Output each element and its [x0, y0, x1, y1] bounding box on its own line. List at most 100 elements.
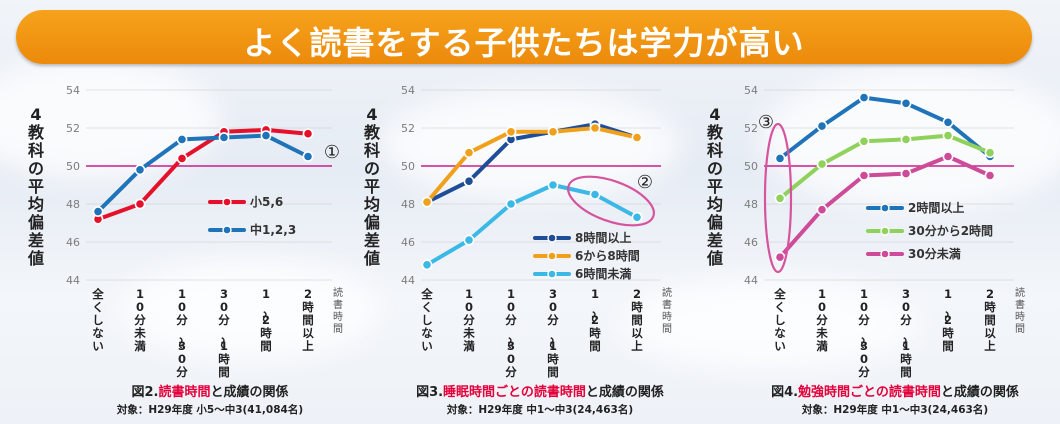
legend-marker	[547, 233, 557, 243]
x-tick-label: 1 0 分未満	[133, 287, 146, 353]
series-line-1	[778, 133, 992, 201]
chart3-caption: 図4.勉強時間ごとの読書時間と成績の関係	[735, 381, 1055, 400]
y-tick-label: 48	[744, 198, 758, 211]
legend-marker	[880, 249, 890, 259]
title-banner: よく読書をする子供たちは学力が高い	[16, 10, 1032, 64]
series-line-2	[778, 154, 992, 260]
highlight-ellipse	[567, 175, 655, 227]
chart2-caption-highlight: 睡眠時間ごとの読書時間	[443, 385, 586, 400]
data-point	[421, 196, 433, 208]
data-point	[816, 158, 828, 170]
y-tick-label: 44	[401, 274, 415, 287]
data-point	[774, 192, 786, 204]
data-point	[463, 147, 475, 159]
chart1-plot: 44 46 48 50 52 54 全くしない 1 0 分未満 1 0 分〜3 0 分 3 0 分〜1 時間 1 〜2 時…	[66, 84, 343, 379]
legend-label: 2時間以上	[908, 200, 964, 215]
legend-label: 8時間以上	[575, 230, 631, 245]
data-point	[984, 170, 996, 181]
legend-marker	[880, 203, 890, 213]
data-point	[900, 134, 912, 145]
data-point	[302, 128, 314, 140]
data-point	[302, 151, 314, 162]
x-tick-label: 2 時間以上	[984, 287, 996, 353]
data-point	[631, 132, 643, 143]
y-tick-label: 54	[66, 84, 80, 97]
y-tick-label: 52	[66, 122, 80, 135]
legend-label: 30分未満	[908, 246, 961, 261]
annotation-marker: ①	[324, 142, 340, 163]
y-tick-label: 54	[744, 84, 758, 97]
legend-marker	[880, 226, 890, 236]
data-point	[134, 198, 146, 210]
data-point	[774, 153, 786, 164]
x-tick-label: 2 時間以上	[631, 287, 643, 353]
x-tick-label: 1 0 分未満	[815, 287, 828, 353]
y-tick-label: 54	[401, 84, 415, 97]
data-point	[858, 135, 870, 147]
data-point	[631, 211, 643, 223]
y-tick-label: 50	[66, 160, 80, 173]
y-tick-label: 46	[744, 236, 758, 249]
data-point	[589, 122, 601, 134]
data-point	[816, 120, 828, 132]
x-axis-label: 読書時間	[333, 286, 343, 335]
chart3-y-axis-label: 4教科の平均偏差値	[706, 105, 723, 268]
data-point	[858, 92, 870, 103]
chart1-caption-suffix: と成績の関係	[210, 385, 289, 400]
chart2-y-axis-label: 4教科の平均偏差値	[363, 105, 380, 268]
y-tick-label: 46	[66, 236, 80, 249]
data-point	[92, 206, 104, 217]
data-point	[942, 151, 954, 162]
page-title: よく読書をする子供たちは学力が高い	[243, 24, 805, 62]
series-line-1	[425, 126, 639, 205]
y-tick-label: 48	[66, 198, 80, 211]
legend-label: 6時間未満	[575, 266, 631, 281]
y-tick-label: 44	[66, 274, 80, 287]
data-point	[589, 189, 601, 200]
x-tick-label: 1 〜2 時間	[257, 287, 272, 353]
chart3-plot: 44 46 48 50 52 54 全くしない 1 0 分未満 1 0 分〜3 0 分 3 0 分〜1 時間 1 〜2 時…	[744, 84, 1025, 379]
data-point	[421, 259, 433, 271]
chart2-caption-prefix: 図3.	[416, 385, 444, 400]
x-axis-label: 読書時間	[662, 286, 672, 335]
chart1-subcaption: 対象：H29年度 小5〜中3(41,084名)	[116, 404, 304, 416]
data-point	[218, 132, 230, 143]
y-tick-label: 48	[401, 198, 415, 211]
annotation-marker: ③	[758, 112, 774, 133]
legend-marker	[222, 225, 232, 235]
data-point	[505, 198, 517, 210]
data-point	[463, 234, 475, 246]
data-point	[858, 170, 870, 181]
series-line-1	[96, 133, 310, 214]
legend-label: 中1,2,3	[250, 222, 296, 237]
series-line-2	[425, 183, 639, 267]
x-tick-label: 1 〜2 時間	[586, 287, 601, 353]
data-point	[816, 204, 828, 216]
x-tick-label: 2 時間以上	[302, 287, 314, 353]
legend-label: 小5,6	[250, 194, 283, 209]
x-tick-label: 1 0 分〜3 0 分	[173, 287, 188, 379]
data-point	[463, 175, 475, 187]
x-tick-label: 3 0 分〜1 時間	[897, 287, 912, 379]
series-line-0	[778, 95, 992, 161]
chart2-plot: 44 46 48 50 52 54 全くしない 1 0 分未満 1 0 分〜3 0 分 3 0 分〜1 時間 1 〜2 時…	[401, 84, 672, 379]
chart2-subcaption: 対象：H29年度 中1〜中3(24,463名)	[446, 404, 634, 416]
y-tick-label: 52	[401, 122, 415, 135]
data-point	[134, 164, 146, 176]
x-tick-label: 全くしない	[420, 287, 433, 353]
data-point	[260, 130, 272, 141]
x-tick-label: 1 〜2 時間	[939, 287, 954, 353]
y-tick-label: 52	[744, 122, 758, 135]
x-tick-label: 1 0 分〜3 0 分	[855, 287, 870, 379]
chart3-caption-prefix: 図4.	[771, 385, 799, 400]
legend-label: 30分から2時間	[908, 223, 993, 238]
series-line-0	[425, 122, 639, 205]
chart1-caption-prefix: 図2.	[131, 385, 159, 400]
chart2-caption-suffix: と成績の関係	[585, 385, 664, 400]
y-tick-label: 50	[401, 160, 415, 173]
x-tick-label: 1 0 分〜3 0 分	[502, 287, 517, 379]
x-tick-label: 全くしない	[773, 287, 786, 353]
data-point	[774, 251, 786, 263]
data-point	[547, 126, 559, 138]
x-axis-label: 読書時間	[1015, 286, 1025, 335]
